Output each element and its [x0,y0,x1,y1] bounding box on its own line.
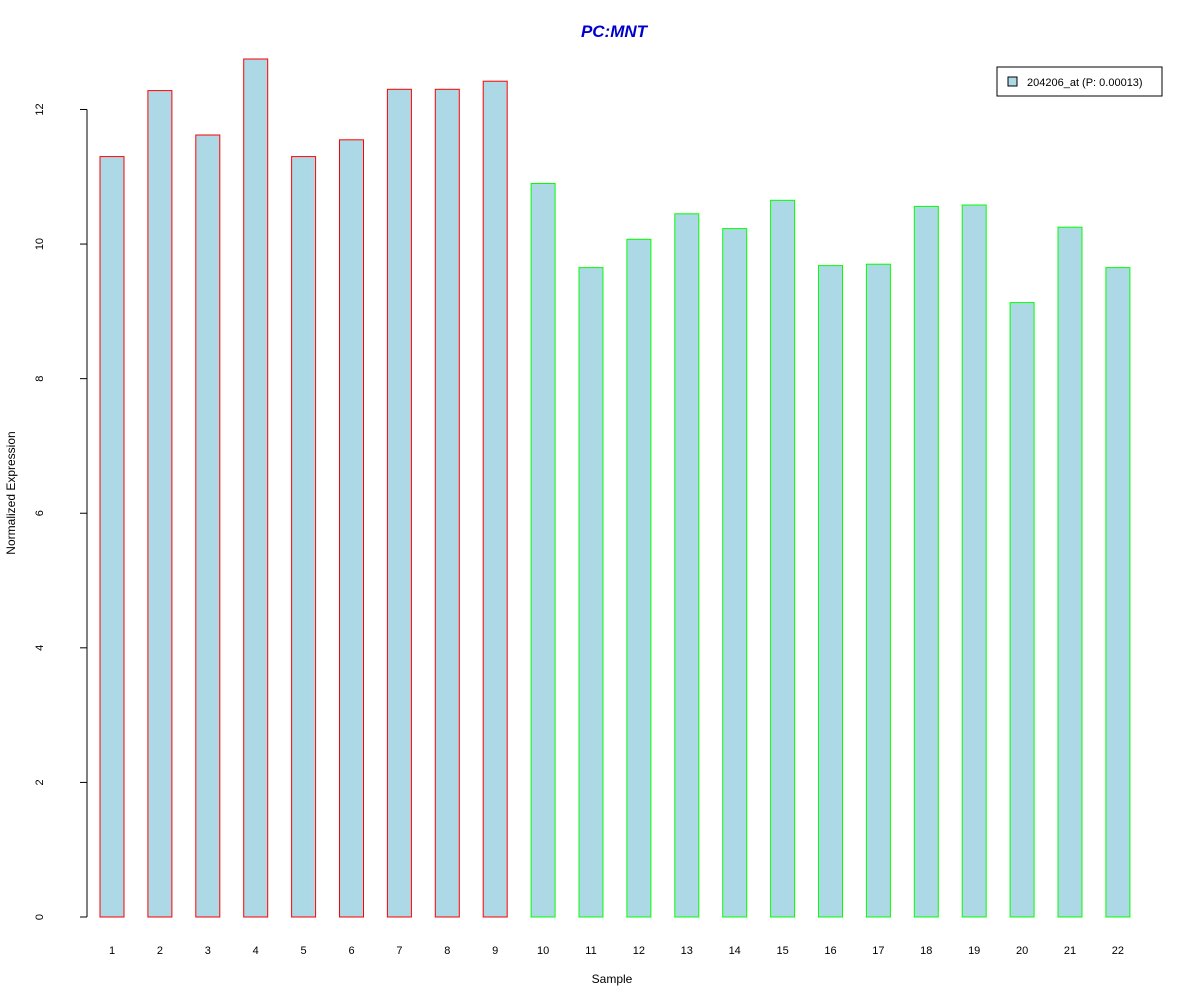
bar-sample-12 [626,238,652,918]
chart-title: PC:MNT [581,22,649,41]
x-tick-label: 9 [492,945,498,957]
legend-entry-label: 204206_at (P: 0.00013) [1027,77,1143,89]
bar-sample-4 [243,58,269,918]
bar-sample-14 [722,228,748,918]
y-tick-label: 8 [34,376,46,382]
x-tick-label: 4 [253,945,259,957]
x-tick-labels: 1 2 3 4 5 6 7 8 9 10 11 12 13 14 15 16 17 18 19 20 21 22 [109,945,1124,957]
legend-box [996,66,1163,97]
bar-sample-18 [913,205,939,918]
bar-sample-7 [386,88,412,918]
bar-sample-13 [674,213,700,918]
bar-sample-1 [99,156,125,918]
x-tick-label: 19 [968,945,980,957]
x-tick-label: 8 [444,945,450,957]
y-tick-label: 0 [34,914,46,920]
y-tick-label: 10 [34,238,46,250]
x-tick-label: 13 [681,945,693,957]
legend: 204206_at (P: 0.00013) [996,66,1163,97]
x-tick-label: 12 [633,945,645,957]
x-tick-label: 7 [396,945,402,957]
x-tick-label: 15 [776,945,788,957]
y-tick-label: 6 [34,510,46,516]
bar-sample-2 [147,90,173,918]
y-tick-label: 12 [34,103,46,115]
x-tick-label: 1 [109,945,115,957]
x-tick-label: 11 [585,945,596,957]
x-tick-label: 5 [301,945,307,957]
bar-sample-17 [865,263,891,918]
legend-swatch [1007,76,1018,87]
x-tick-label: 6 [348,945,354,957]
bar-sample-6 [339,139,364,918]
x-tick-label: 14 [729,945,741,957]
x-tick-label: 3 [205,945,211,957]
x-axis-label: Sample [592,972,633,986]
bars-group [99,58,1131,918]
bar-sample-20 [1009,302,1035,918]
y-tick-label: 4 [34,645,46,651]
x-tick-label: 2 [157,945,163,957]
bar-sample-9 [482,80,508,918]
bar-sample-19 [961,204,987,918]
x-tick-label: 17 [872,945,884,957]
bar-sample-10 [530,183,556,918]
bar-sample-5 [291,156,317,918]
bar-sample-21 [1057,226,1083,918]
bar-sample-16 [818,265,843,918]
bar-sample-8 [434,88,460,918]
x-tick-label: 21 [1064,945,1076,957]
bar-sample-22 [1105,267,1131,918]
y-axis-label: Normalized Expression [4,431,18,554]
bar-sample-11 [578,267,604,918]
bar-sample-3 [195,134,221,918]
y-axis: 0 2 4 6 8 10 12 [34,103,88,920]
bar-sample-15 [770,199,796,918]
y-tick-label: 2 [34,779,46,785]
x-tick-label: 18 [920,945,932,957]
x-tick-label: 22 [1112,945,1124,957]
x-tick-label: 20 [1016,945,1028,957]
x-tick-label: 16 [824,945,836,957]
x-tick-label: 10 [537,945,549,957]
